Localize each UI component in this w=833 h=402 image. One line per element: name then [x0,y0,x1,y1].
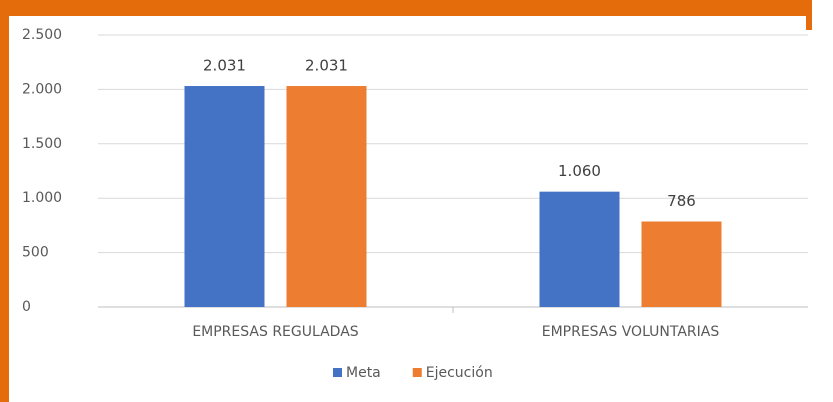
value-label: 2.031 [203,57,246,75]
y-tick-label: 0 [22,299,31,315]
y-tick-label: 500 [22,245,49,261]
bar [539,191,620,307]
y-tick-label: 1.000 [22,190,62,206]
bar [184,86,265,308]
legend-swatch [333,368,342,377]
x-tick-label: EMPRESAS VOLUNTARIAS [542,324,720,340]
frame-left [0,0,9,402]
frame-right [806,0,812,30]
y-tick-label: 2.500 [22,27,62,43]
value-label: 1.060 [558,162,601,180]
bar [286,86,367,308]
x-tick-label: EMPRESAS REGULADAS [192,324,358,340]
legend-label: Meta [346,365,381,381]
y-tick-label: 2.000 [22,81,62,97]
bar [641,221,722,307]
legend-swatch [412,368,422,377]
value-label: 786 [667,192,696,210]
legend-label: Ejecución [426,365,493,381]
value-label: 2.031 [305,57,348,75]
y-tick-label: 1.500 [22,136,62,152]
frame-top [0,0,812,16]
